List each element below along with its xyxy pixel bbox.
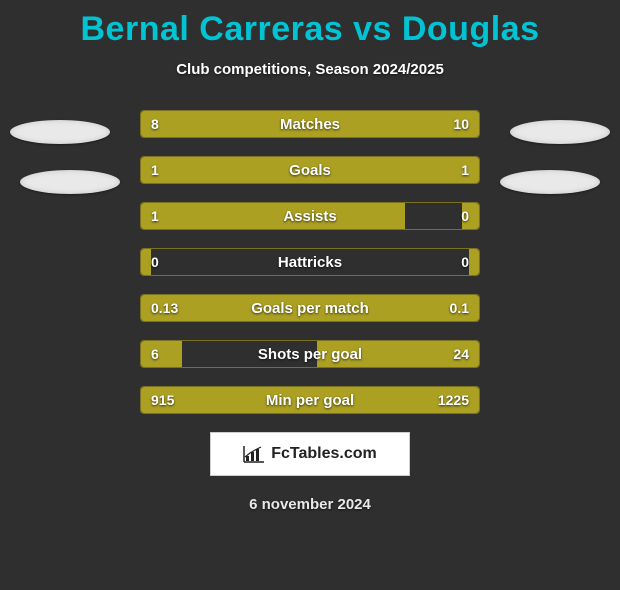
bar-fill-right [310, 157, 479, 183]
bar-fill-left [141, 203, 405, 229]
stat-value-right: 24 [453, 341, 469, 367]
player-left-placeholder-1 [10, 120, 110, 144]
stat-value-right: 0 [461, 203, 469, 229]
bar-fill-right [290, 111, 479, 137]
stat-value-right: 0.1 [450, 295, 469, 321]
page-subtitle: Club competitions, Season 2024/2025 [0, 61, 620, 78]
stat-row: 624Shots per goal [140, 340, 480, 368]
stat-value-left: 1 [151, 157, 159, 183]
comparison-bars: 810Matches11Goals10Assists00Hattricks0.1… [140, 110, 480, 414]
stat-value-left: 6 [151, 341, 159, 367]
stat-value-left: 1 [151, 203, 159, 229]
stat-row: 0 0Hattricks [140, 248, 480, 276]
chart-icon [243, 445, 265, 463]
stat-value-left: 8 [151, 111, 159, 137]
stat-value-right: 1 [461, 157, 469, 183]
stats-area: 810Matches11Goals10Assists00Hattricks0.1… [0, 110, 620, 414]
stat-row: 0.130.1Goals per match [140, 294, 480, 322]
player-left-placeholder-2 [20, 170, 120, 194]
fctables-logo: FcTables.com [210, 432, 410, 476]
player-right-placeholder-1 [510, 120, 610, 144]
bar-fill-left [141, 249, 151, 275]
footer-date: 6 november 2024 [0, 496, 620, 513]
bar-fill-right [469, 249, 479, 275]
stat-row: 10Assists [140, 202, 480, 230]
stat-value-right: 10 [453, 111, 469, 137]
page-title: Bernal Carreras vs Douglas [0, 10, 620, 49]
stat-row: 810Matches [140, 110, 480, 138]
stat-row: 11Goals [140, 156, 480, 184]
logo-text: FcTables.com [271, 445, 377, 463]
stat-value-right: 1225 [438, 387, 469, 413]
bar-fill-left [141, 157, 310, 183]
stat-value-left: 915 [151, 387, 174, 413]
bar-fill-left [141, 111, 290, 137]
player-right-placeholder-2 [500, 170, 600, 194]
stat-row: 9151225Min per goal [140, 386, 480, 414]
stat-value-right: 0 [461, 249, 469, 275]
stat-label: Hattricks [141, 249, 479, 275]
stat-value-left: 0.13 [151, 295, 178, 321]
bar-fill-left [141, 341, 182, 367]
stat-value-left: 0 [151, 249, 159, 275]
